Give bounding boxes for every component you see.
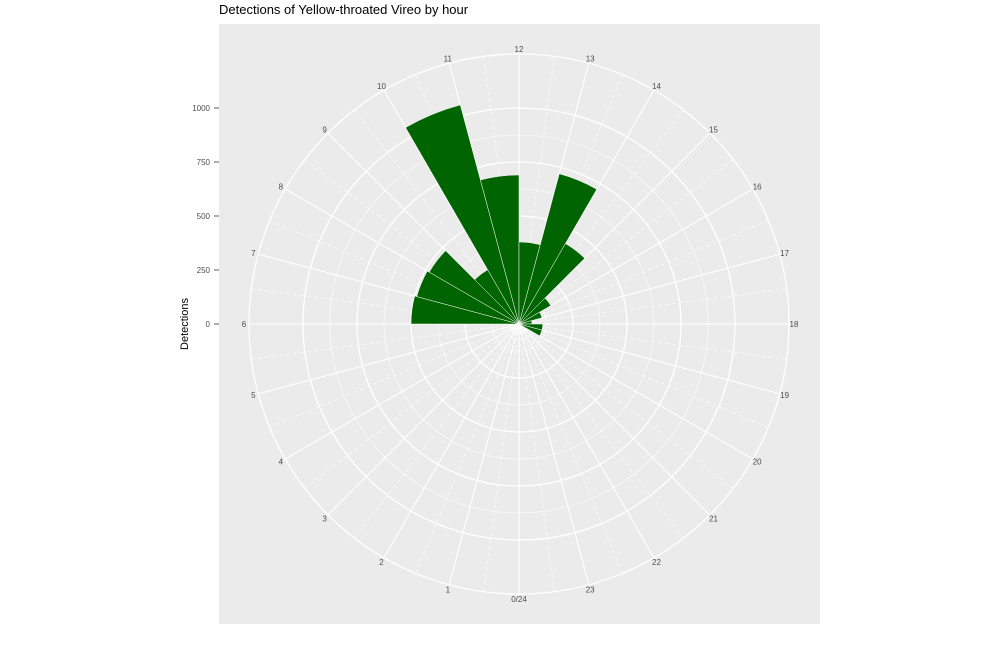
hour-label: 14 (652, 82, 661, 91)
minor-radial-grid-line (518, 220, 769, 325)
bars (405, 104, 598, 337)
hour-label: 21 (709, 514, 718, 523)
y-tick-label: 500 (197, 212, 211, 221)
hour-label: 1 (446, 586, 451, 595)
hour-label: 15 (709, 126, 718, 135)
hour-label: 7 (251, 249, 256, 258)
hour-label: 9 (322, 126, 327, 135)
y-tick-label: 750 (197, 158, 211, 167)
radial-grid-line (518, 188, 754, 325)
hour-label: 10 (377, 82, 386, 91)
minor-radial-grid-line (269, 323, 520, 428)
radial-grid-line (518, 323, 590, 585)
minor-radial-grid-line (518, 323, 684, 539)
bar-hour-15 (518, 297, 552, 325)
hour-label: 2 (379, 558, 384, 567)
hour-label: 11 (444, 54, 453, 63)
bar-hour-16 (518, 311, 543, 325)
hour-label: 3 (322, 514, 327, 523)
bar-hour-8 (428, 250, 520, 325)
radial-grid-line (518, 323, 780, 395)
bar-hour-14 (518, 243, 586, 325)
radial-grid-line (284, 323, 520, 460)
y-tick-labels: 0 250 500 750 1000 (192, 104, 219, 329)
y-tick-label: 0 (206, 320, 211, 329)
hour-label: 23 (586, 586, 595, 595)
minor-radial-grid-line (415, 323, 520, 574)
bar-hour-19 (518, 323, 543, 337)
y-tick-label: 250 (197, 266, 211, 275)
bar-hour-11 (480, 174, 520, 325)
chart-title: Detections of Yellow-throated Vireo by h… (219, 2, 469, 17)
minor-radial-grid-line (251, 323, 520, 360)
hour-label: 16 (753, 183, 762, 192)
hour-label: 22 (652, 558, 661, 567)
hour-label: 17 (780, 249, 789, 258)
minor-radial-grid-line (518, 323, 787, 360)
radial-grid-line (258, 323, 520, 395)
hour-label: 8 (279, 183, 284, 192)
hour-label: 19 (780, 391, 789, 400)
hour-label: 6 (242, 320, 247, 329)
y-axis-label: Detections (179, 298, 191, 350)
radial-grid-line (383, 323, 520, 559)
radial-grid-line (448, 323, 520, 585)
minor-radial-grid-line (354, 323, 520, 539)
hour-label: 20 (753, 458, 762, 467)
minor-radial-grid-line (518, 323, 555, 592)
minor-radial-grid-line (518, 159, 734, 325)
minor-radial-grid-line (518, 323, 769, 428)
y-tick-label: 1000 (192, 104, 210, 113)
hour-label: 0/24 (511, 595, 527, 604)
hour-tick-labels: 0/24123456789101112131415161718192021222… (242, 45, 799, 604)
hour-label: 13 (586, 54, 595, 63)
radial-grid-line (518, 323, 754, 460)
hour-label: 18 (790, 320, 799, 329)
bar-hour-10 (405, 104, 520, 325)
radial-grid-line (327, 323, 520, 516)
minor-radial-grid-line (518, 288, 787, 325)
radial-grid-line (518, 323, 711, 516)
radial-grid-line (518, 253, 780, 325)
hour-label: 4 (279, 458, 284, 467)
radial-grid-line (518, 323, 655, 559)
minor-radial-grid-line (518, 323, 623, 574)
hour-label: 12 (515, 45, 524, 54)
minor-radial-grid-line (518, 323, 734, 489)
minor-radial-grid-line (483, 323, 520, 592)
minor-radial-grid-line (304, 323, 520, 489)
bar-hour-7 (416, 270, 520, 325)
bar-hour-13 (518, 173, 598, 325)
hour-label: 5 (251, 391, 256, 400)
